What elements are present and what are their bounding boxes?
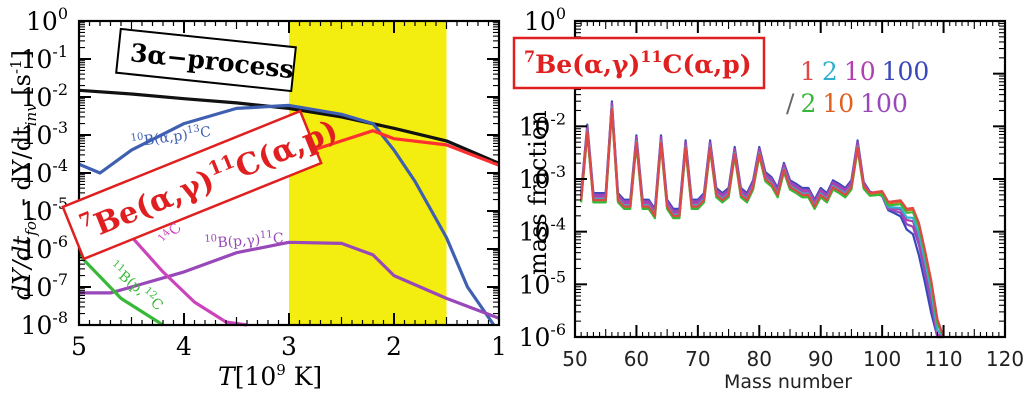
left-y-axis-label: dY/dtfor - dY/dtinv [s-1] [7, 50, 40, 300]
label-10b-alpha-p: 10B(α,p)13C [130, 122, 212, 151]
left-x-axis-label: T[109 K] [218, 361, 322, 391]
right-y-tick-label: 10-2 [519, 109, 566, 141]
legend-row-1: 1 2 10 100 [800, 57, 929, 86]
right-x-tick-label: 50 [562, 347, 587, 371]
left-x-tick-label: 4 [176, 332, 192, 361]
left-y-tick-label: 10-3 [21, 118, 68, 150]
legend-row-1-entry: 2 [822, 57, 838, 86]
left-series-line-5 [77, 253, 164, 327]
right-series-line-2 [580, 103, 945, 339]
right-series [580, 100, 945, 339]
right-x-tick-label: 110 [924, 347, 962, 371]
right-x-axis-label: Mass number [724, 371, 852, 393]
left-shaded-band [289, 21, 447, 325]
right-x-tick-label: 80 [747, 347, 772, 371]
left-x-tick-labels: 5 4 3 2 1 [71, 332, 507, 361]
left-y-tick-label: 10-4 [21, 156, 68, 188]
right-x-tick-labels: 50 60 70 80 90 100 110 120 [562, 347, 1024, 371]
annotation-7be-text-right: 7Be(α,γ)11C(α,p) [524, 47, 752, 79]
right-series-line-1 [580, 102, 944, 339]
right-x-tick-label: 60 [624, 347, 649, 371]
legend-row-2-entry: 10 [822, 89, 854, 118]
legend-row-1-entry: 1 [800, 57, 816, 86]
left-series-line-4 [125, 229, 248, 327]
right-x-tick-label: 100 [863, 347, 901, 371]
left-x-tick-label: 2 [386, 332, 402, 361]
legend-row-2-entry: 100 [860, 89, 908, 118]
left-x-tick-label: 5 [71, 332, 87, 361]
right-y-tick-label: 100 [524, 4, 566, 36]
legend-row-1: 1 2 10 100 [800, 57, 929, 86]
right-y-tick-label: 10-3 [519, 162, 566, 194]
left-series-line-3 [79, 240, 500, 320]
right-x-tick-label: 70 [685, 347, 710, 371]
legend-row-2-entry: 2 [800, 89, 816, 118]
left-series-line-0 [78, 88, 500, 165]
left-x-tick-label: 3 [281, 332, 297, 361]
left-series-line-1 [78, 103, 496, 326]
right-y-tick-label: 10-5 [519, 267, 566, 299]
right-y-tick-label: 10-6 [519, 320, 566, 352]
right-y-axis-label: mass fraction [524, 110, 552, 275]
label-10b-p-gamma: 10B(p,γ)11C [204, 229, 284, 252]
annotation-7be-reaction-right: 7Be(α,γ)11C(α,p) [512, 36, 766, 90]
right-x-tick-label: 90 [808, 347, 833, 371]
left-y-tick-label: 10-1 [21, 42, 68, 74]
legend-row-2: /2 10 100 [786, 89, 908, 118]
right-series-line-6 [580, 107, 945, 338]
left-y-tick-label: 10-7 [21, 270, 68, 302]
left-y-tick-label: 10-2 [21, 80, 68, 112]
legend-row-2-entry: / [786, 89, 795, 118]
annotation-3alpha-process: 3α−process [115, 27, 297, 93]
left-y-tick-label: 10-6 [21, 232, 68, 264]
legend-row-1-entry: 100 [882, 57, 930, 86]
left-y-tick-label: 100 [26, 4, 68, 36]
right-y-tick-labels: 100 10-2 10-3 10-4 10-5 10-6 [519, 4, 566, 352]
left-x-tick-label: 1 [491, 332, 507, 361]
legend-row-1-entry: 10 [844, 57, 876, 86]
left-y-tick-label: 10-8 [21, 308, 68, 340]
right-x-tick-label: 120 [986, 347, 1024, 371]
legend-row-2: /2 10 100 [786, 89, 908, 118]
right-y-tick-label: 10-4 [519, 215, 566, 247]
